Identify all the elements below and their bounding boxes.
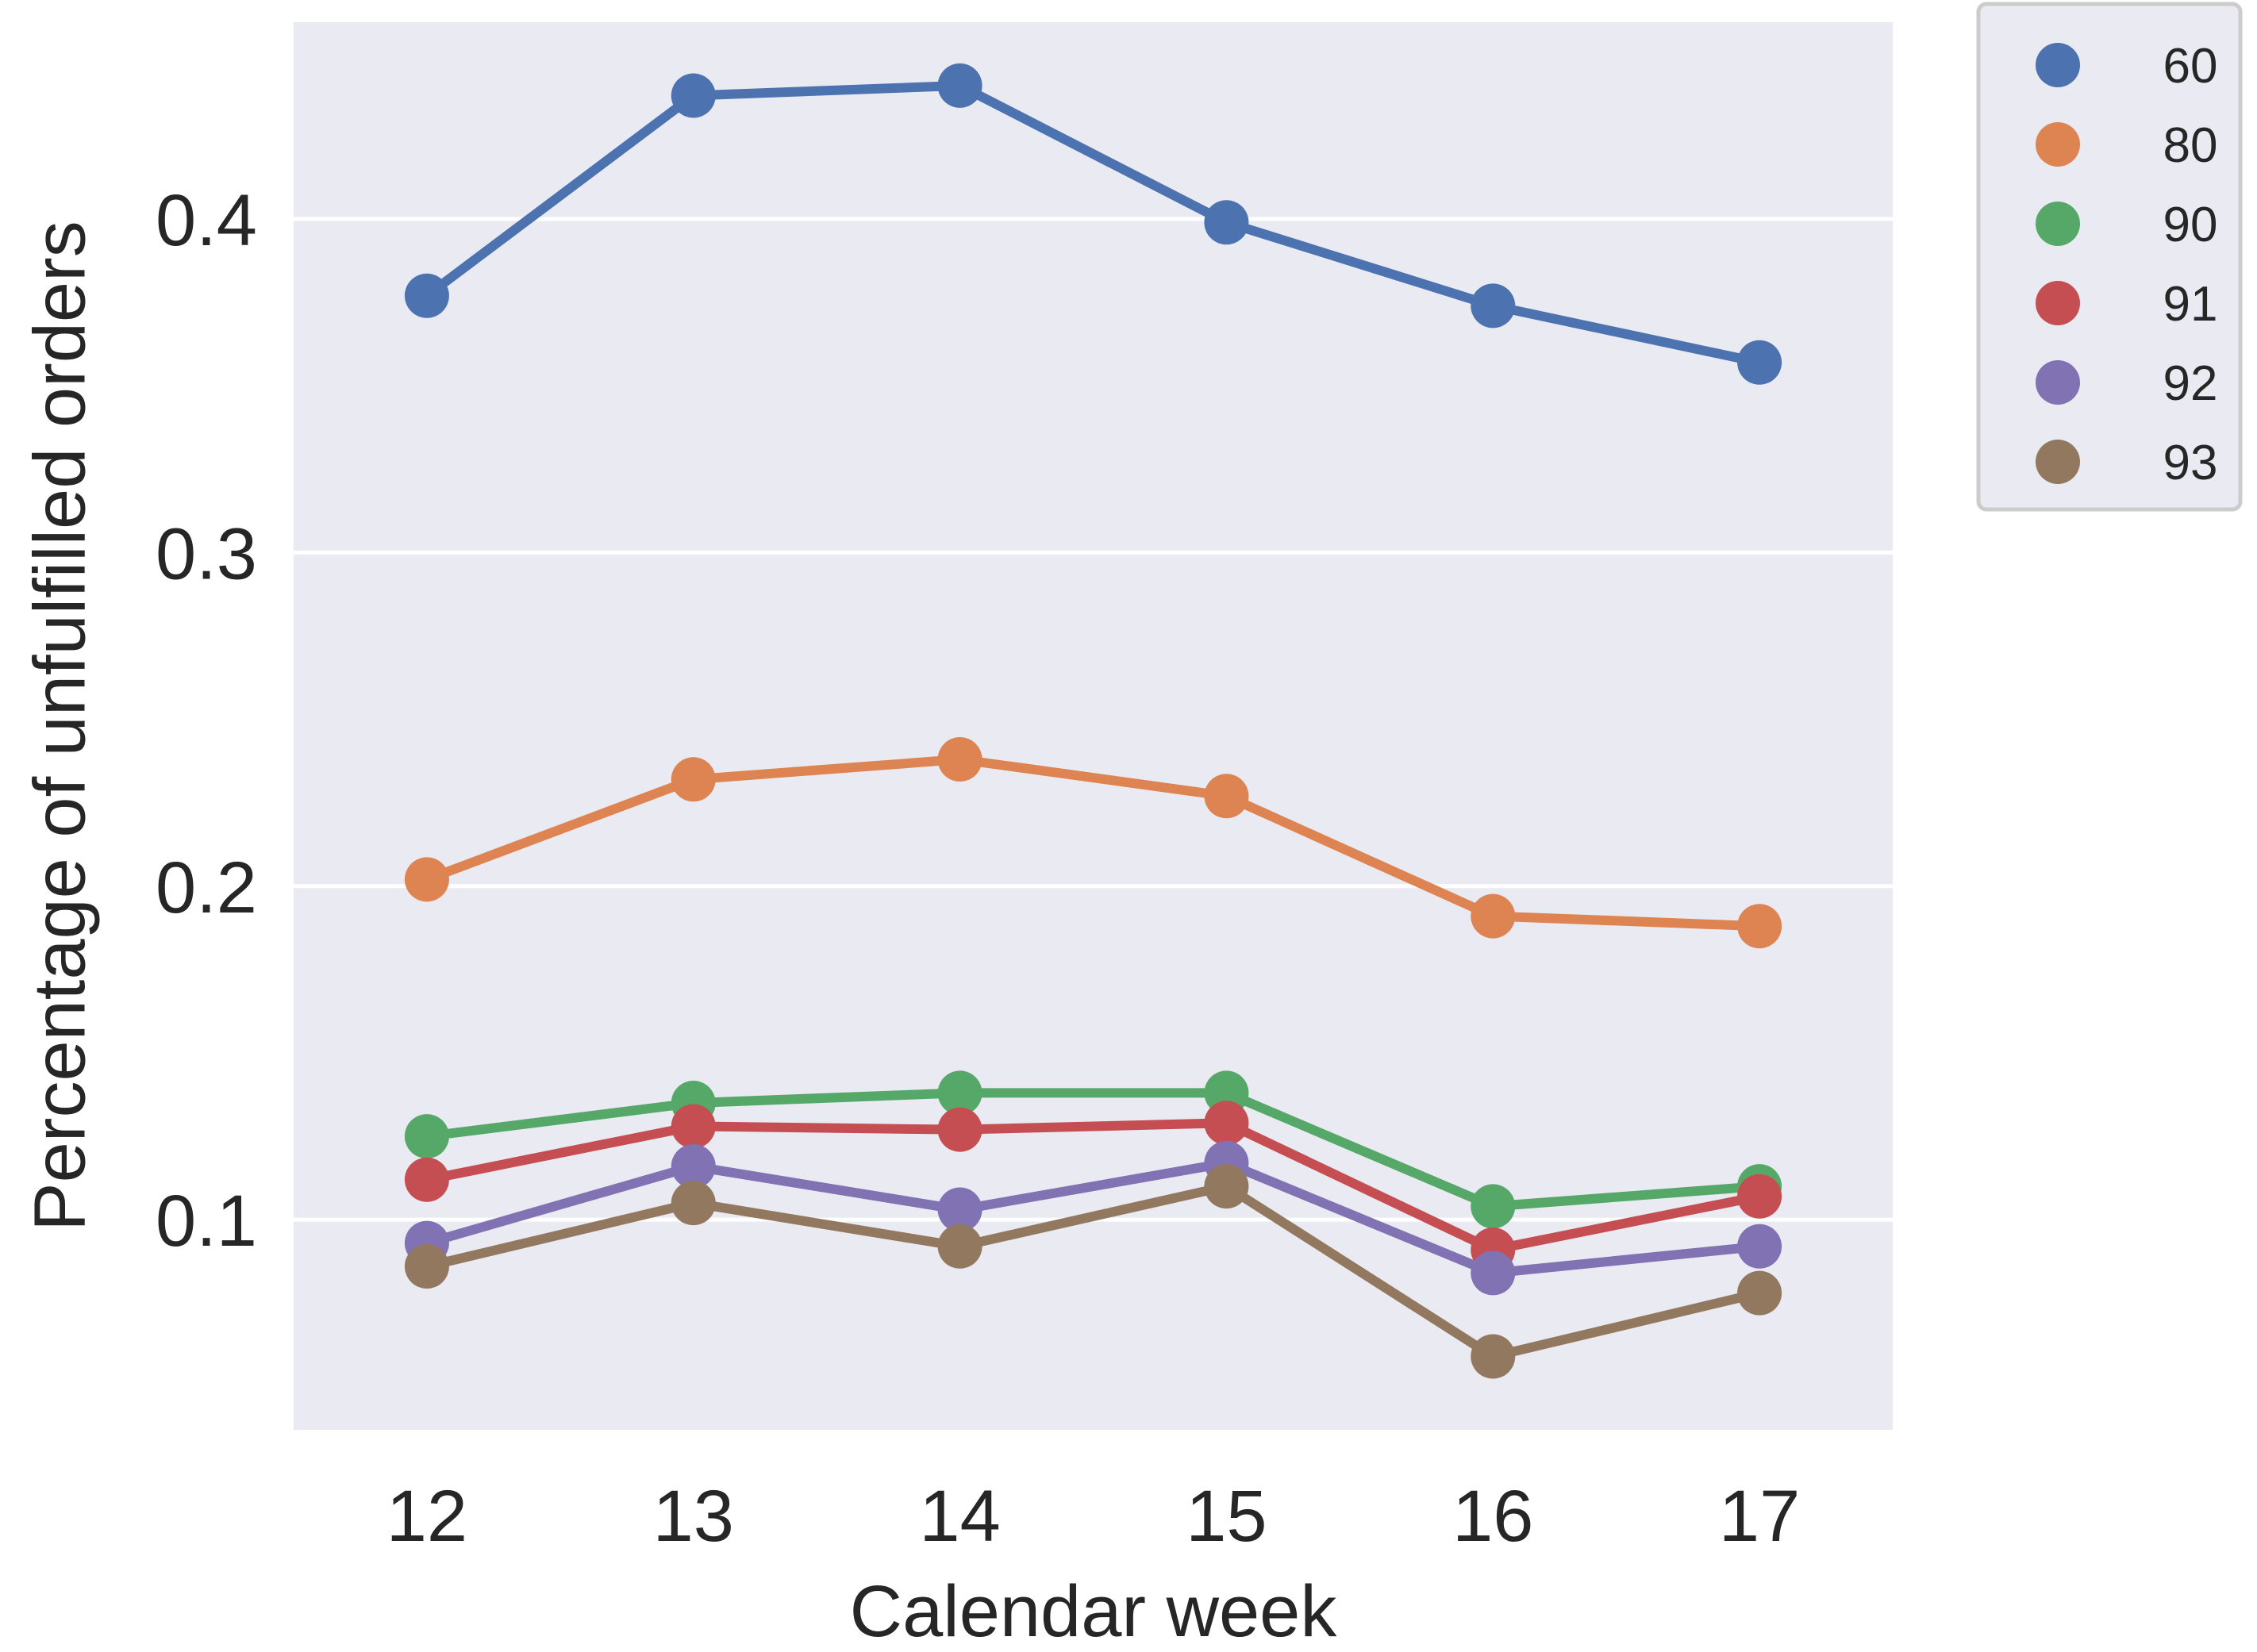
series-line-60 [421,80,1765,367]
x-tick-label: 12 [386,1476,467,1557]
x-tick-label: 15 [1186,1476,1267,1557]
x-axis-title: Calendar week [850,1571,1338,1648]
x-axis-ticks: 12 13 14 15 16 17 [386,1476,1801,1557]
data-point-90-week-14 [937,1070,982,1116]
y-tick-label: 0.1 [156,1181,257,1262]
data-point-60-week-17 [1737,340,1782,385]
data-point-93-week-13 [671,1181,716,1226]
legend-label: 90 [2163,198,2218,252]
data-point-92-week-16 [1471,1251,1516,1296]
legend-item-90: 90 [2036,198,2217,252]
legend-marker [2036,122,2080,167]
legend: 60 80 90 91 92 93 [1976,2,2243,512]
data-point-91-week-17 [1737,1174,1782,1219]
series-line-92 [421,1158,1765,1278]
legend-label: 80 [2163,118,2218,173]
data-point-93-week-14 [937,1224,982,1269]
legend-item-60: 60 [2036,39,2217,94]
data-point-80-week-12 [404,857,449,902]
y-axis-ticks: 0.1 0.2 0.3 0.4 [156,180,257,1262]
series-60 [404,63,1782,385]
data-point-91-week-12 [404,1157,449,1202]
data-point-60-week-12 [404,273,449,318]
legend-label: 92 [2163,356,2218,411]
legend-marker [2036,202,2080,246]
data-point-92-week-17 [1737,1224,1782,1269]
legend-items: 60 80 90 91 92 93 [2036,39,2217,490]
data-point-60-week-14 [937,63,982,108]
series-80 [404,737,1782,949]
data-point-90-week-16 [1471,1184,1516,1229]
legend-label: 60 [2163,39,2218,94]
data-point-92-week-13 [671,1143,716,1189]
legend-marker [2036,360,2080,405]
legend-label: 91 [2163,277,2218,332]
data-point-80-week-16 [1471,893,1516,939]
data-point-80-week-17 [1737,904,1782,949]
series-layer [404,63,1782,1379]
series-92 [404,1140,1782,1296]
legend-label: 93 [2163,436,2218,490]
legend-marker [2036,43,2080,87]
legend-marker [2036,440,2080,484]
data-point-91-week-14 [937,1107,982,1152]
data-point-91-week-15 [1204,1101,1249,1146]
legend-marker [2036,281,2080,325]
x-tick-label: 14 [919,1476,1000,1557]
legend-item-93: 93 [2036,436,2217,490]
series-91 [404,1101,1782,1272]
y-tick-label: 0.4 [156,180,257,261]
x-tick-label: 16 [1452,1476,1533,1557]
data-point-93-week-16 [1471,1334,1516,1379]
y-tick-label: 0.3 [156,513,257,594]
data-point-60-week-15 [1204,200,1249,245]
series-line-90 [421,1088,1765,1212]
data-point-93-week-15 [1204,1164,1249,1209]
data-point-91-week-13 [671,1104,716,1149]
y-axis-title: Percentage of unfulfilled orders [19,221,100,1231]
legend-item-91: 91 [2036,277,2217,332]
data-point-92-week-14 [937,1187,982,1232]
series-93 [404,1164,1782,1379]
series-line-91 [421,1118,1765,1254]
data-point-93-week-12 [404,1244,449,1289]
legend-item-80: 80 [2036,118,2217,173]
series-line-93 [421,1181,1765,1362]
data-point-90-week-12 [404,1114,449,1159]
data-point-80-week-15 [1204,774,1249,819]
x-tick-label: 17 [1719,1476,1800,1557]
legend-item-92: 92 [2036,356,2217,411]
data-point-80-week-13 [671,757,716,802]
data-point-80-week-14 [937,737,982,782]
x-tick-label: 13 [653,1476,734,1557]
data-point-60-week-13 [671,73,716,118]
series-line-80 [421,755,1765,932]
data-point-93-week-17 [1737,1270,1782,1316]
y-tick-label: 0.2 [156,847,257,928]
data-point-60-week-16 [1471,283,1516,328]
